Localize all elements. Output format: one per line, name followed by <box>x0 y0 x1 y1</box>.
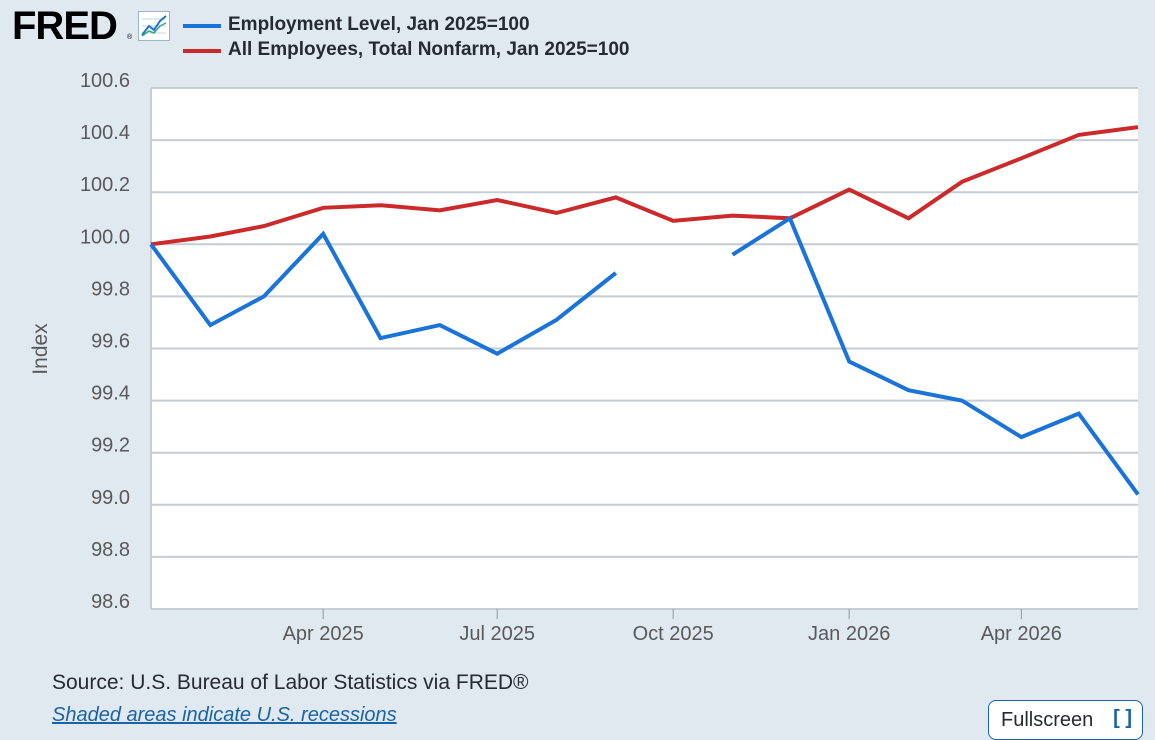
fred-logo-registered-mark: ® <box>127 34 133 41</box>
chart-header: FRED ® Employment Level, Jan 2025=100 Al… <box>0 0 1155 70</box>
y-tick-label: 100.6 <box>80 70 130 92</box>
y-tick-label: 98.8 <box>91 539 130 561</box>
fullscreen-label: Fullscreen <box>1001 709 1094 731</box>
x-tick-label: Jan 2026 <box>808 623 890 645</box>
series-line <box>149 230 618 356</box>
y-tick-label: 100.2 <box>80 174 130 196</box>
chart-line-icon[interactable] <box>138 11 170 41</box>
source-text: Source: U.S. Bureau of Labor Statistics … <box>52 671 529 694</box>
y-tick-label: 99.6 <box>91 331 130 353</box>
x-tick-label: Jul 2025 <box>459 623 535 645</box>
x-tick-label: Apr 2026 <box>981 623 1062 645</box>
recession-note-link[interactable]: Shaded areas indicate U.S. recessions <box>52 704 397 726</box>
x-axis-ticks: Apr 2025 Jul 2025 Oct 2025 Jan 2026 Apr 2026 <box>283 609 1062 645</box>
x-tick-label: Apr 2025 <box>283 623 364 645</box>
legend-swatch-total-nonfarm <box>183 49 221 53</box>
y-tick-label: 100.0 <box>80 226 130 248</box>
series-line <box>150 125 1139 247</box>
x-tick-label: Oct 2025 <box>633 623 714 645</box>
y-tick-label: 99.0 <box>91 487 130 509</box>
y-axis-ticks: 98.6 98.8 99.0 99.2 99.4 99.6 99.8 100.0 100.2 10… <box>80 70 130 613</box>
gridlines <box>150 87 1138 610</box>
y-tick-label: 99.2 <box>91 435 130 457</box>
y-axis-label: Index <box>29 323 52 375</box>
line-chart: 98.6 98.8 99.0 99.2 99.4 99.6 99.8 100.0 100.2 10… <box>29 70 1140 645</box>
y-tick-label: 98.6 <box>91 591 130 613</box>
y-tick-label: 99.8 <box>91 278 130 300</box>
fred-logo[interactable]: FRED <box>12 4 118 48</box>
series-line <box>731 215 1140 496</box>
y-tick-label: 99.4 <box>91 383 130 405</box>
legend-label-total-nonfarm: All Employees, Total Nonfarm, Jan 2025=1… <box>228 39 630 60</box>
fullscreen-button[interactable]: Fullscreen [ ] <box>988 700 1143 740</box>
legend-label-employment-level: Employment Level, Jan 2025=100 <box>228 14 530 35</box>
y-tick-label: 100.4 <box>80 122 130 144</box>
series-lines <box>149 125 1140 496</box>
legend-swatch-employment-level <box>183 24 221 28</box>
expand-icon: [ ] <box>1113 707 1132 729</box>
